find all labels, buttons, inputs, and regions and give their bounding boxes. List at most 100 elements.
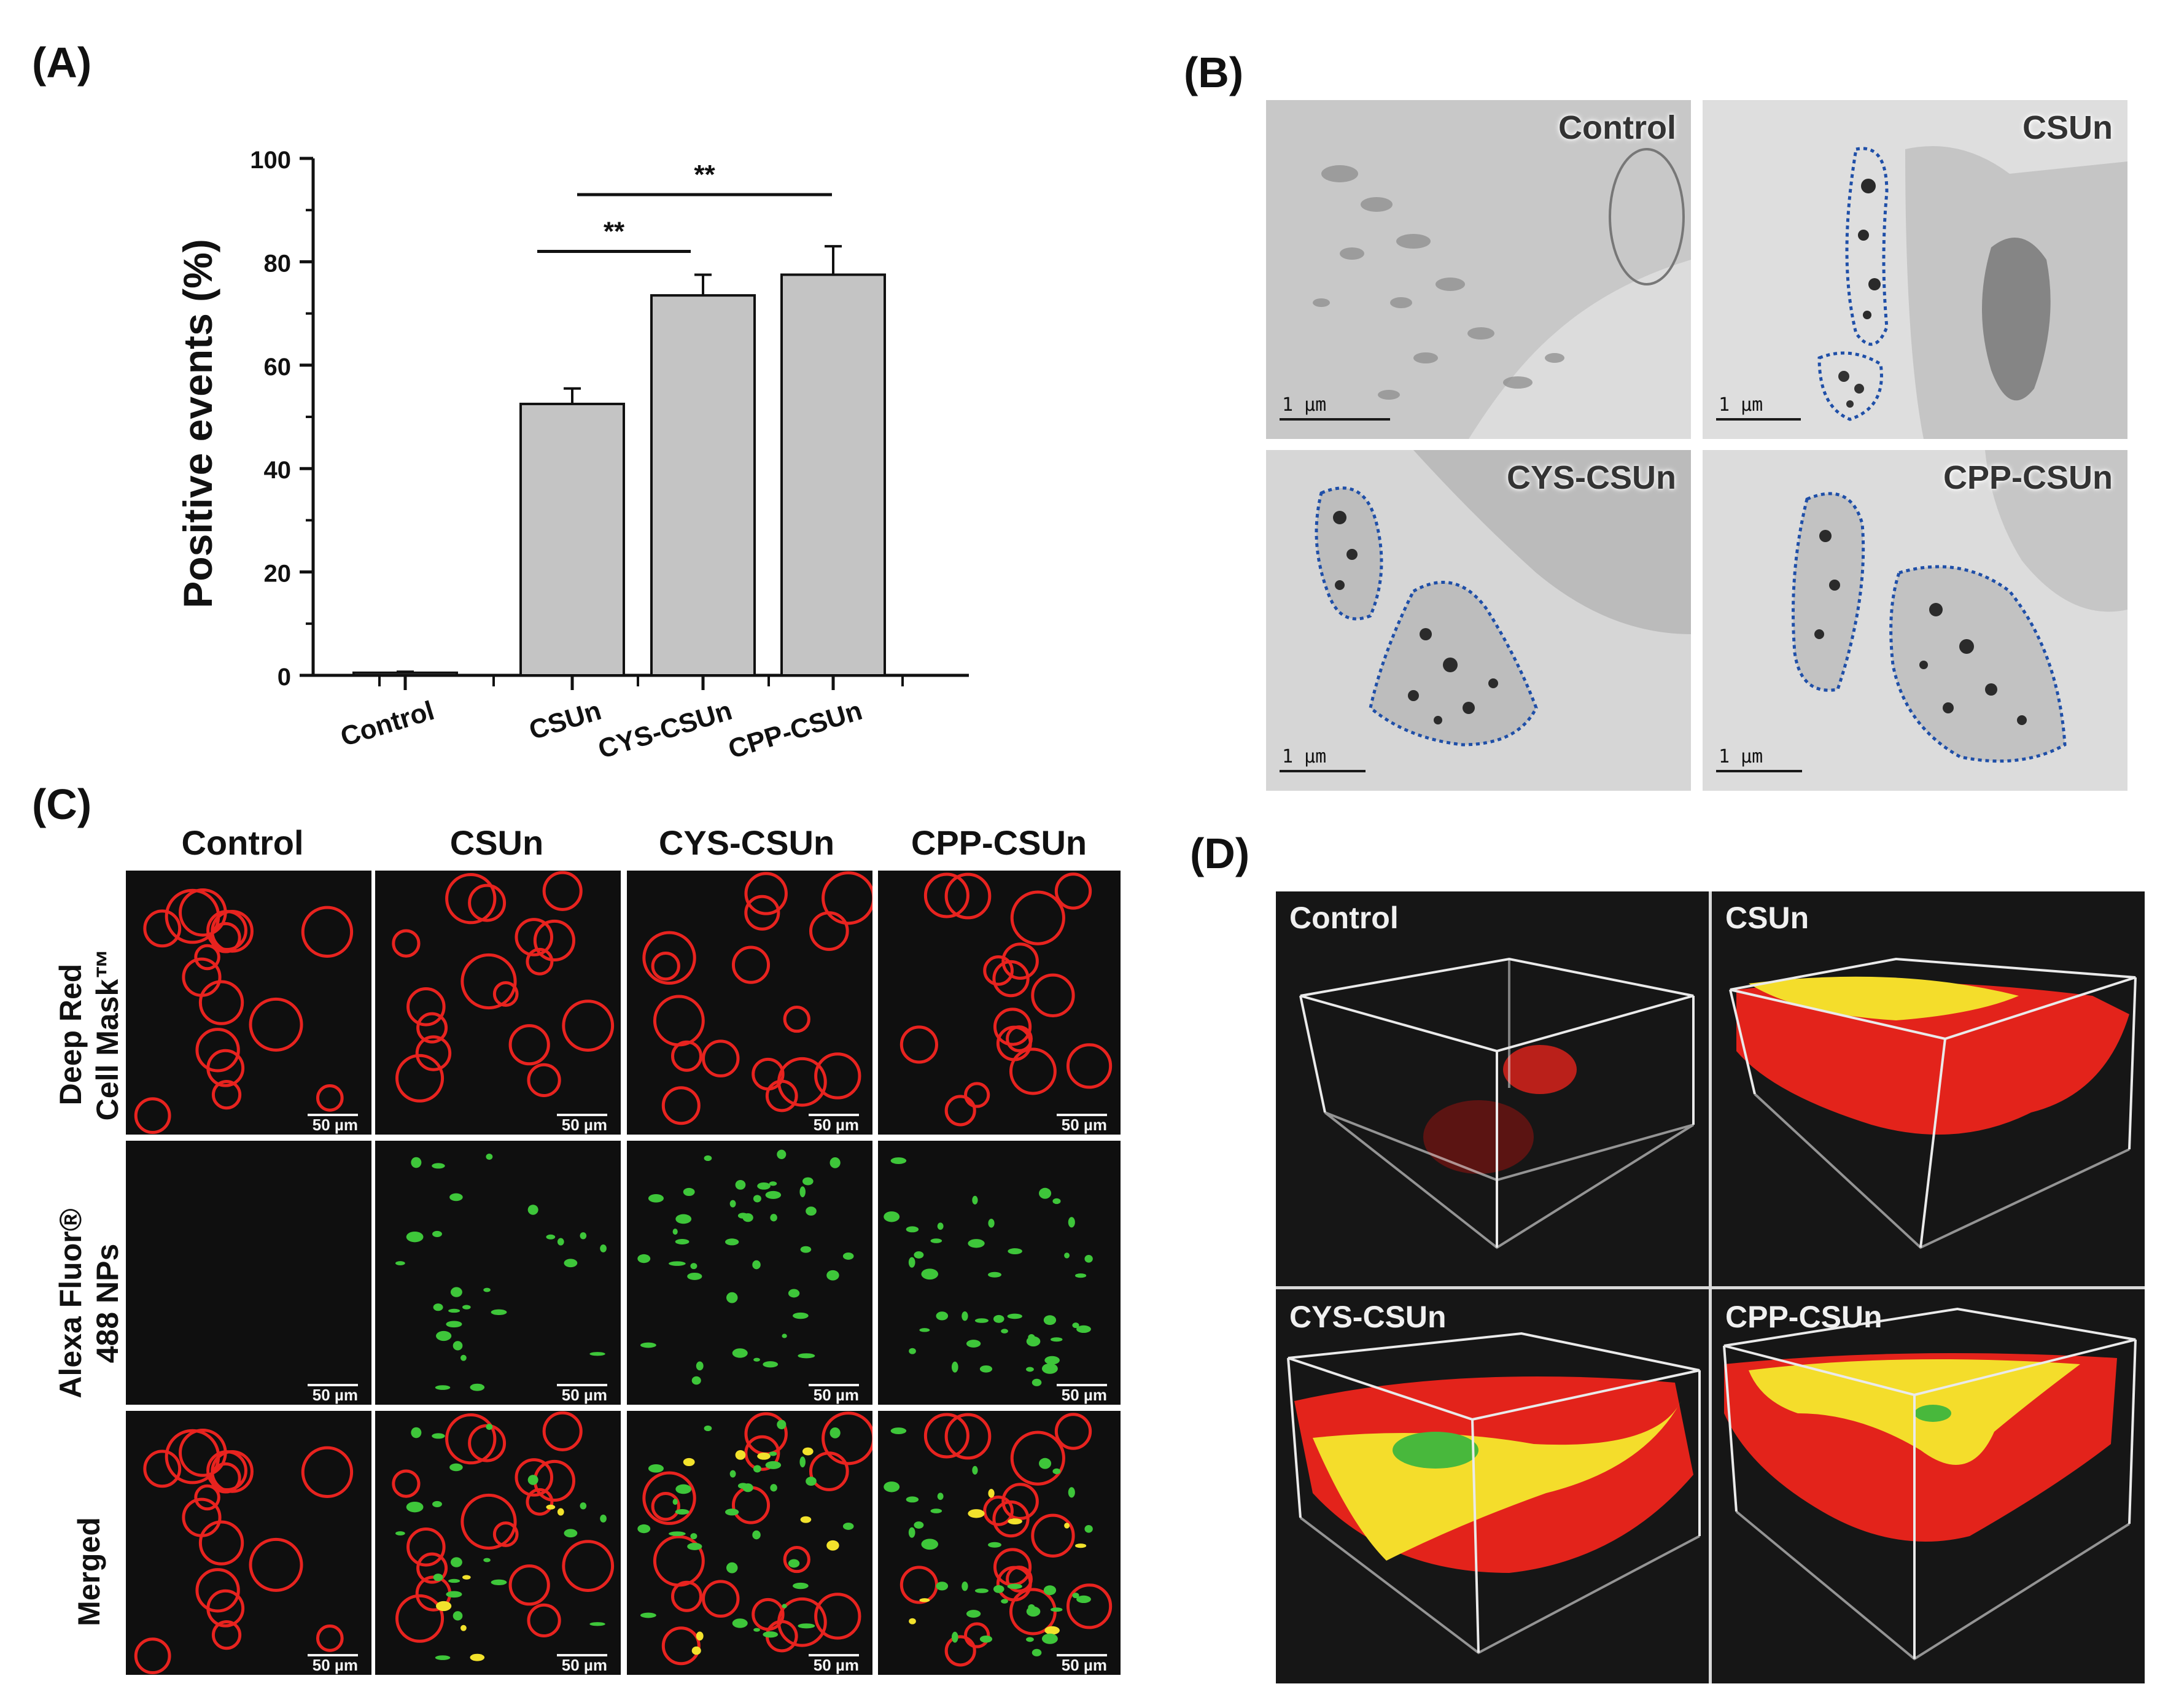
three-d-view-cys-csun: CYS-CSUn — [1276, 1291, 1709, 1683]
cell-membrane — [316, 1625, 344, 1652]
nanoparticle — [1076, 1325, 1091, 1333]
nanoparticle — [669, 1531, 686, 1536]
confocal-image: 50 µm — [375, 1141, 621, 1405]
cell-membrane — [301, 906, 354, 958]
nanoparticle — [909, 1618, 916, 1625]
cell-membrane — [194, 944, 220, 971]
nanoparticle — [753, 1357, 760, 1362]
cell-membrane — [752, 1057, 785, 1091]
x-tick-label: Control — [337, 696, 438, 753]
tem-label: CSUn — [2022, 109, 2113, 146]
x-tick-label: CYS-CSUn — [595, 696, 736, 765]
cell-membrane — [944, 1413, 992, 1460]
nanoparticle — [1072, 1593, 1079, 1599]
nanoparticle — [968, 1239, 985, 1248]
nanoparticle — [450, 1287, 462, 1297]
bar — [650, 294, 756, 677]
nanoparticle — [546, 1234, 556, 1240]
nanoparticle — [491, 1309, 507, 1315]
nanoparticle — [690, 1533, 697, 1540]
cell-membrane — [661, 1626, 701, 1666]
nanoparticle — [486, 1423, 493, 1430]
nanoparticle — [564, 1529, 578, 1538]
cell-membrane — [964, 1622, 990, 1648]
nanoparticle — [672, 1499, 678, 1505]
cell-membrane — [744, 872, 788, 915]
confocal-image: 50 µm — [878, 871, 1121, 1135]
cell-membrane — [731, 945, 771, 984]
cell-membrane — [651, 1491, 680, 1521]
nanoparticle — [962, 1581, 968, 1591]
cell-membrane — [210, 922, 241, 953]
nanoparticle — [433, 1574, 443, 1582]
nanoparticle — [640, 1612, 656, 1618]
confocal-image: 50 µm — [126, 1411, 371, 1675]
nanoparticle — [589, 1622, 605, 1626]
scale-bar — [557, 1654, 607, 1656]
cell-membrane — [744, 895, 780, 931]
nanoparticle — [742, 1213, 753, 1222]
nanoparticle — [557, 1238, 564, 1246]
fluorescence-render — [392, 871, 615, 1103]
cell-membrane — [562, 1540, 615, 1593]
cell-membrane — [198, 980, 244, 1025]
cell-membrane — [777, 1597, 827, 1647]
y-tick-label: 0 — [278, 664, 291, 691]
nanoparticle — [432, 1230, 442, 1237]
nanoparticle — [793, 1582, 809, 1590]
confocal-image: 50 µm — [126, 871, 371, 1135]
nanoparticle — [436, 1330, 452, 1341]
nanoparticle — [600, 1244, 607, 1252]
tem-texture — [1703, 100, 2127, 439]
nanoparticle — [1032, 1648, 1042, 1656]
nanoparticle — [830, 1157, 841, 1168]
nanoparticle — [1043, 1585, 1057, 1596]
nanoparticle — [1051, 1607, 1063, 1612]
nanoparticle — [770, 1214, 777, 1222]
nanoparticle — [752, 1530, 761, 1540]
nanoparticle — [704, 1155, 712, 1162]
fluorescence-render — [134, 1429, 354, 1675]
nanoparticle — [937, 1222, 944, 1230]
scale-bar-label: 1 µm — [1719, 746, 1763, 767]
scale-bar — [1716, 418, 1801, 421]
nanoparticle — [936, 1582, 949, 1591]
nanoparticle — [793, 1312, 809, 1319]
cell-membrane — [1054, 1413, 1092, 1450]
cell-membrane — [515, 918, 554, 957]
cell-membrane — [206, 1589, 245, 1628]
nanoparticle — [1032, 1378, 1042, 1386]
nanoparticle — [1041, 1363, 1058, 1374]
cell-membrane — [415, 1035, 452, 1071]
cell-membrane — [1001, 1483, 1039, 1520]
nanoparticle — [669, 1261, 686, 1266]
cell-membrane — [416, 1552, 448, 1584]
confocal-image: 50 µm — [878, 1411, 1121, 1675]
nanoparticle — [798, 1623, 815, 1629]
nanoparticle — [1026, 1367, 1034, 1372]
cell-membrane — [1031, 973, 1075, 1017]
column-header-cpp-csun: CPP-CSUn — [911, 823, 1087, 862]
nanoparticle — [1001, 1329, 1008, 1333]
cell-membrane — [702, 1039, 740, 1077]
nanoparticle — [1064, 1252, 1070, 1259]
grid-divider — [1276, 1286, 2145, 1289]
tem-label: Control — [1558, 109, 1676, 146]
nanoparticle — [637, 1524, 651, 1534]
cell-membrane — [653, 995, 705, 1047]
scale-bar — [308, 1114, 358, 1116]
nanoparticle — [974, 1318, 989, 1323]
cell-membrane — [983, 955, 1014, 986]
nanoparticle — [1007, 1313, 1022, 1319]
cell-membrane — [143, 1450, 182, 1488]
three-d-label: Control — [1289, 901, 1399, 935]
confocal-image: 50 µm — [126, 1141, 371, 1405]
scale-bar — [308, 1654, 358, 1656]
column-header-cys-csun: CYS-CSUn — [658, 823, 835, 862]
nanoparticle — [600, 1515, 607, 1523]
nanoparticle — [908, 1257, 915, 1268]
cell-membrane — [944, 1635, 976, 1667]
nanoparticle — [557, 1508, 564, 1516]
nanoparticle — [798, 1353, 815, 1359]
nanoparticle — [411, 1427, 422, 1438]
